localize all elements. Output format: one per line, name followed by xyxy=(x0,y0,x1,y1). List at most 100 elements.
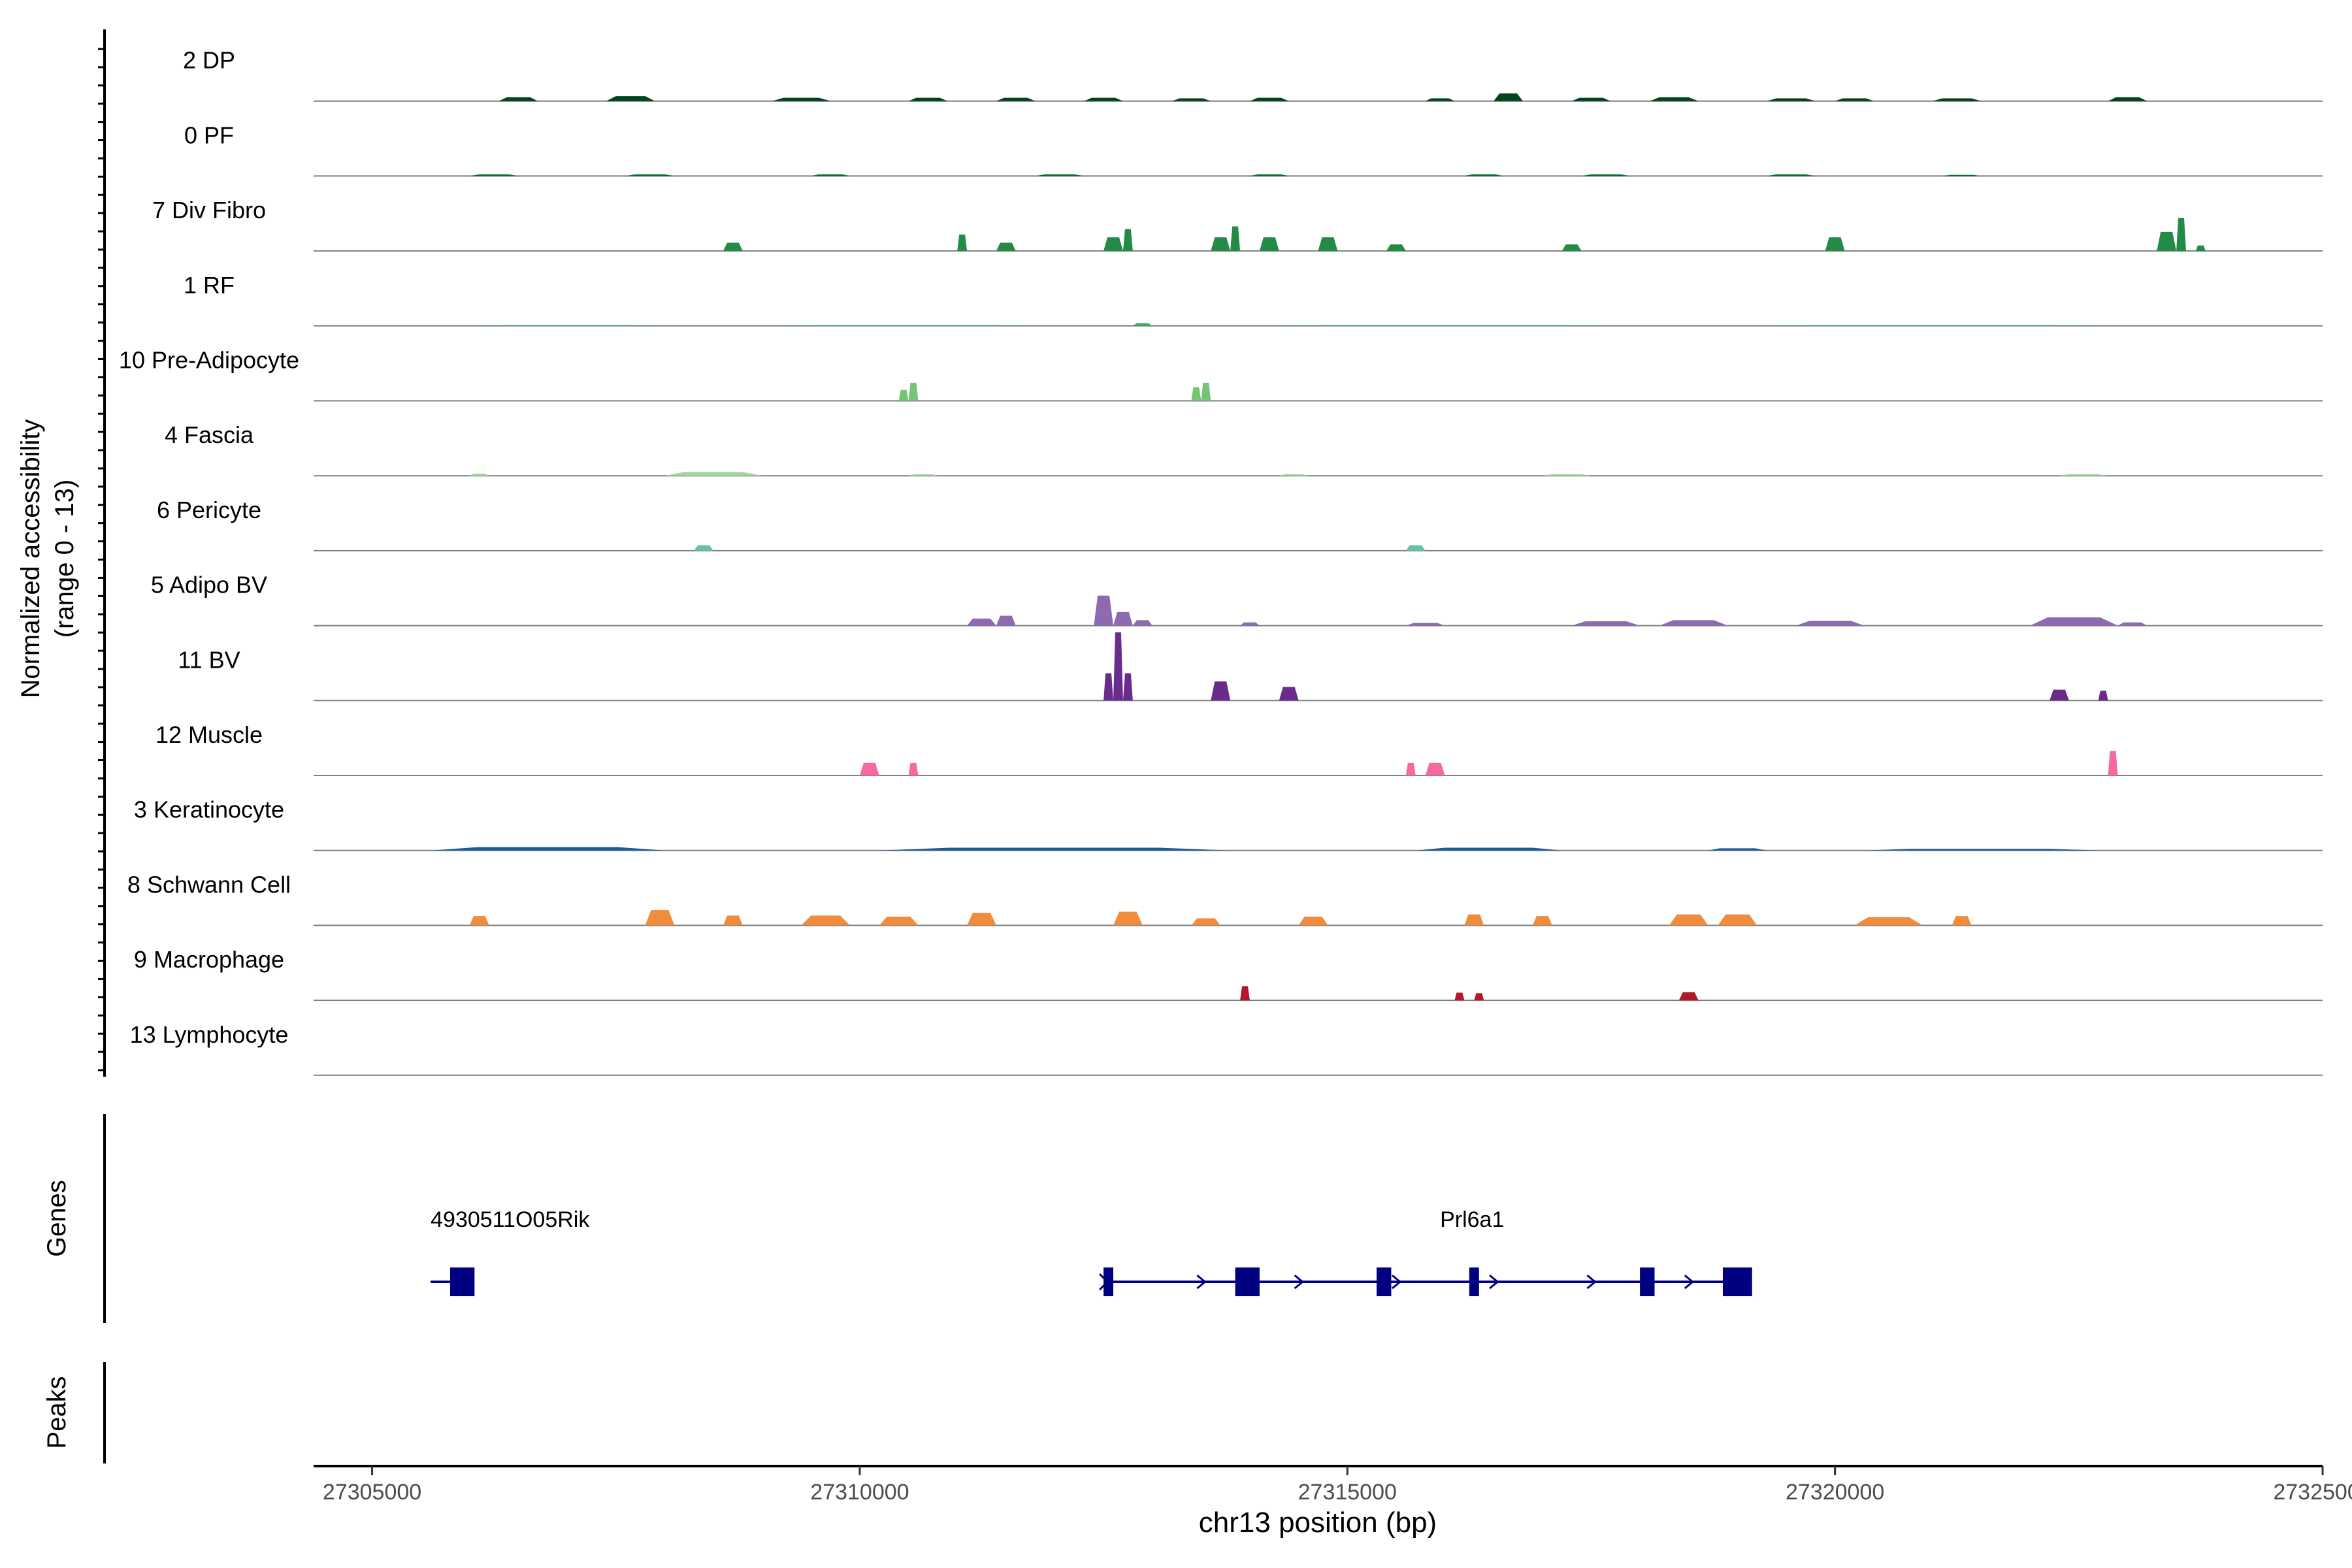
coverage-peak xyxy=(908,97,948,101)
coverage-peak xyxy=(1454,992,1465,1001)
coverage-peak xyxy=(1835,98,1874,101)
coverage-peak xyxy=(1230,226,1241,252)
coverage-peak xyxy=(1571,97,1611,101)
x-tick-label: 27310000 xyxy=(810,1480,909,1505)
coverage-peak xyxy=(879,917,919,926)
coverage-peak xyxy=(1103,237,1123,252)
coverage-peak xyxy=(2157,231,2177,252)
coverage-peak xyxy=(498,97,538,101)
gene-exon xyxy=(449,1267,475,1296)
gene-exon xyxy=(1722,1267,1752,1296)
track-8: 5 Adipo BV xyxy=(151,572,2323,627)
x-tick-label: 27305000 xyxy=(323,1480,421,1505)
strand-arrow xyxy=(1391,1274,1402,1290)
coverage-peak xyxy=(1474,993,1484,1001)
strand-arrow xyxy=(1684,1274,1695,1290)
coverage-peak xyxy=(1132,323,1152,326)
coverage-peak xyxy=(606,96,655,101)
coverage-peak xyxy=(1737,325,2128,326)
track-7: 6 Pericyte xyxy=(157,497,2323,551)
coverage-peak xyxy=(1825,237,1845,252)
coverage-peak xyxy=(1122,673,1133,701)
track-1: 2 DP xyxy=(183,47,2323,102)
coverage-peak xyxy=(996,97,1036,101)
coverage-peak xyxy=(1425,762,1445,776)
coverage-peak xyxy=(625,174,675,176)
coverage-peak xyxy=(1767,98,1816,101)
coverage-peak xyxy=(2030,617,2118,626)
coverage-peak xyxy=(469,916,489,926)
coverage-peak xyxy=(1113,911,1143,926)
coverage-peak xyxy=(1240,986,1250,1001)
accessibility-y-label: Normalized accessibility xyxy=(16,419,45,698)
coverage-peak xyxy=(1659,620,1728,626)
gene-model: 4930511O05Rik xyxy=(431,1207,590,1296)
coverage-peak xyxy=(1571,621,1641,626)
coverage-peak xyxy=(1298,917,1328,926)
coverage-peak xyxy=(1708,848,1767,851)
coverage-peak xyxy=(2108,751,2118,776)
track-4: 1 RF xyxy=(184,272,2323,327)
strand-arrow xyxy=(1099,1273,1109,1291)
coverage-peak xyxy=(1240,622,1260,626)
coverage-peak xyxy=(1561,244,1582,252)
coverage-peak xyxy=(1494,93,1523,101)
track-10: 12 Muscle xyxy=(155,721,2323,776)
coverage-peak xyxy=(2059,474,2108,476)
genes-y-label: Genes xyxy=(42,1180,71,1257)
track-label: 9 Macrophage xyxy=(134,946,284,973)
track-label: 2 DP xyxy=(183,47,235,74)
coverage-peak xyxy=(772,97,831,101)
coverage-peak xyxy=(1932,98,1982,101)
coverage-peak xyxy=(1464,914,1484,926)
x-tick-label: 27320000 xyxy=(1786,1480,1884,1505)
gene-exon xyxy=(1377,1267,1392,1296)
coverage-peak xyxy=(1250,97,1289,101)
strand-arrow xyxy=(1489,1274,1499,1290)
peaks-y-label: Peaks xyxy=(42,1376,71,1448)
coverage-peak xyxy=(762,325,1055,326)
coverage-peak xyxy=(469,473,489,476)
track-label: 0 PF xyxy=(184,122,234,148)
track-label: 8 Schwann Cell xyxy=(127,871,291,898)
coverage-peak xyxy=(1113,632,1123,701)
coverage-peak xyxy=(1718,914,1757,926)
x-axis: 27305000 27310000 27315000 27320000 27325000 xyxy=(323,1466,2352,1505)
track-9: 11 BV xyxy=(178,632,2323,702)
track-label: 11 BV xyxy=(178,646,240,673)
coverage-peak xyxy=(1415,847,1562,851)
coverage-peak xyxy=(469,325,665,326)
gene-label: 4930511O05Rik xyxy=(431,1207,590,1232)
coverage-peak xyxy=(1132,620,1152,626)
coverage-peak xyxy=(1542,474,1592,476)
coverage-peak xyxy=(1318,237,1338,252)
track-3: 7 Div Fibro xyxy=(152,197,2323,252)
coverage-peak xyxy=(1532,916,1552,926)
coverage-peak xyxy=(1201,382,1211,401)
x-tick-label: 27315000 xyxy=(1298,1480,1397,1505)
coverage-peak xyxy=(908,474,938,476)
coverage-peak xyxy=(1386,244,1406,252)
coverage-peak xyxy=(2050,689,2069,701)
coverage-peak xyxy=(1211,681,1231,701)
x-tick-label: 27325000 xyxy=(2273,1480,2352,1505)
coverage-peak xyxy=(1405,762,1416,776)
accessibility-y-axis xyxy=(98,29,106,1077)
track-12: 8 Schwann Cell xyxy=(127,871,2323,926)
coverage-peak xyxy=(1191,387,1201,401)
strand-arrow xyxy=(1586,1274,1597,1290)
coverage-peak xyxy=(1250,325,1641,326)
coverage-peak xyxy=(879,847,1231,851)
track-2: 0 PF xyxy=(184,122,2323,177)
coverage-peak xyxy=(1669,914,1708,926)
track-label: 6 Pericyte xyxy=(157,497,261,523)
gene-exon xyxy=(1235,1267,1260,1296)
coverage-peak xyxy=(645,909,675,926)
track-label: 13 Lymphocyte xyxy=(130,1021,289,1048)
coverage-peak xyxy=(967,618,996,626)
coverage-peak xyxy=(1678,992,1699,1001)
coverage-peak xyxy=(1113,612,1133,626)
coverage-peak xyxy=(957,235,968,252)
coverage-peak xyxy=(898,389,909,401)
